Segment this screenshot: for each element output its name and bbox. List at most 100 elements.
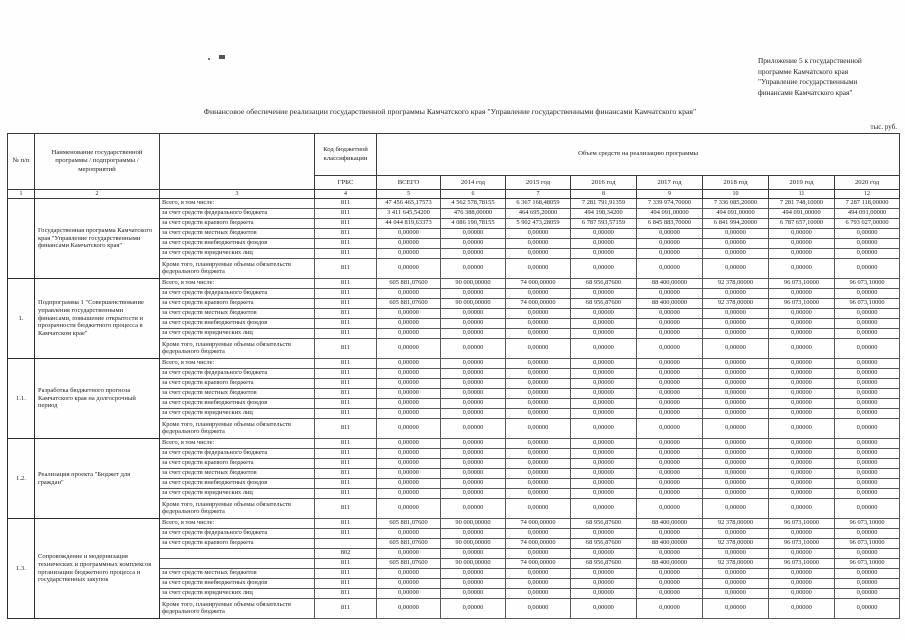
col-header-num: № п/п — [7, 133, 35, 190]
column-number-row: 1 2 3 4 5 6 7 8 9 10 11 12 — [7, 189, 901, 199]
column-number: 7 — [505, 189, 571, 199]
value-cell: 0,00000 — [570, 238, 637, 249]
block-number: 1.1. — [7, 358, 35, 439]
row-label: за счет средств местных бюджетов — [159, 228, 315, 239]
value-cell: 0,00000 — [570, 258, 637, 279]
value-cell: 0,00000 — [833, 398, 901, 409]
table-row: Кроме того, планируемые объемы обязатель… — [8, 598, 901, 619]
grbs-code: 811 — [314, 518, 377, 529]
column-number: 12 — [833, 189, 901, 199]
value-cell: 0,00000 — [505, 548, 571, 559]
value-cell: 0,00000 — [702, 308, 769, 319]
value-cell: 0,00000 — [702, 388, 769, 399]
value-cell: 0,00000 — [768, 408, 835, 419]
value-cell: 0,00000 — [505, 388, 571, 399]
value-cell: 0,00000 — [702, 418, 769, 439]
value-cell: 0,00000 — [505, 488, 571, 499]
value-cell: 0,00000 — [636, 368, 703, 379]
value-cell: 0,00000 — [833, 338, 901, 359]
value-cell: 0,00000 — [702, 328, 769, 339]
value-cell: 0,00000 — [702, 368, 769, 379]
row-label: Всего, в том числе: — [159, 518, 315, 529]
value-cell: 96 073,10000 — [768, 278, 835, 289]
row-label: за счет средств внебюджетных фондов — [159, 238, 315, 249]
value-cell: 0,00000 — [376, 328, 441, 339]
value-cell: 88 400,00000 — [636, 518, 703, 529]
column-number: 9 — [636, 189, 703, 199]
value-cell: 0,00000 — [636, 448, 703, 459]
value-cell: 6 787 657,10000 — [768, 218, 835, 229]
value-cell: 0,00000 — [440, 398, 506, 409]
value-cell: 0,00000 — [768, 578, 835, 589]
value-cell: 0,00000 — [505, 248, 571, 259]
value-cell: 0,00000 — [768, 488, 835, 499]
value-cell: 0,00000 — [376, 578, 441, 589]
row-label: за счет средств федерального бюджета — [159, 288, 315, 299]
col-header-2018: 2018 год — [702, 175, 769, 190]
value-cell: 6 793 027,00000 — [833, 218, 901, 229]
value-cell: 44 044 819,63373 — [376, 218, 441, 229]
table-row: за счет средств юридических лиц 811 0,0000… — [8, 408, 901, 419]
value-cell: 0,00000 — [440, 488, 506, 499]
grbs-code: 811 — [314, 278, 377, 289]
col-header-total: ВСЕГО — [376, 175, 441, 190]
grbs-code: 811 — [314, 598, 377, 619]
value-cell: 0,00000 — [570, 458, 637, 469]
value-cell: 0,00000 — [833, 458, 901, 469]
value-cell: 0,00000 — [702, 468, 769, 479]
col-header-name: Наименование государственной программы /… — [34, 133, 160, 190]
row-label: Кроме того, планируемые объемы обязатель… — [159, 418, 315, 439]
value-cell: 74 000,00000 — [505, 558, 571, 569]
value-cell: 0,00000 — [505, 368, 571, 379]
value-cell: 0,00000 — [833, 248, 901, 259]
value-cell: 0,00000 — [702, 248, 769, 259]
value-cell: 0,00000 — [505, 288, 571, 299]
value-cell: 0,00000 — [833, 238, 901, 249]
value-cell: 6 845 883,70000 — [636, 218, 703, 229]
value-cell: 7 281 748,10000 — [768, 198, 835, 209]
value-cell: 90 000,00000 — [440, 298, 506, 309]
table-row: за счет средств федерального бюджета 811 0… — [8, 528, 901, 539]
value-cell: 0,00000 — [636, 598, 703, 619]
value-cell: 0,00000 — [636, 568, 703, 579]
value-cell: 0,00000 — [768, 378, 835, 389]
block-name: Государственная программа Камчатского кр… — [34, 198, 160, 279]
value-cell: 605 881,07600 — [376, 298, 441, 309]
units-label: тыс. руб. — [870, 123, 898, 131]
value-cell: 0,00000 — [833, 528, 901, 539]
value-cell: 0,00000 — [376, 448, 441, 459]
row-label: Кроме того, планируемые объемы обязатель… — [159, 338, 315, 359]
value-cell: 0,00000 — [702, 498, 769, 519]
row-label: за счет средств юридических лиц — [159, 248, 315, 259]
value-cell: 0,00000 — [833, 258, 901, 279]
block-name: Разработка бюджетного прогноза Камчатско… — [34, 358, 160, 439]
value-cell: 0,00000 — [833, 328, 901, 339]
value-cell: 0,00000 — [636, 288, 703, 299]
value-cell: 0,00000 — [376, 238, 441, 249]
scan-artifact — [208, 58, 210, 60]
value-cell: 92 378,00000 — [702, 538, 769, 549]
value-cell: 0,00000 — [768, 228, 835, 239]
value-cell: 0,00000 — [376, 588, 441, 599]
value-cell: 0,00000 — [702, 488, 769, 499]
grbs-code: 811 — [314, 588, 377, 599]
value-cell: 0,00000 — [376, 258, 441, 279]
table-row: 802 0,00000 0,00000 0,00000 0,00000 0,00000 0,… — [8, 548, 901, 559]
value-cell: 0,00000 — [702, 408, 769, 419]
table-row: за счет средств краевого бюджета 811 0,000… — [8, 458, 901, 469]
value-cell: 90 000,00000 — [440, 518, 506, 529]
value-cell: 0,00000 — [376, 488, 441, 499]
value-cell: 0,00000 — [440, 478, 506, 489]
value-cell: 0,00000 — [376, 308, 441, 319]
value-cell: 0,00000 — [570, 248, 637, 259]
block-number: 1. — [7, 278, 35, 359]
value-cell: 0,00000 — [570, 388, 637, 399]
value-cell: 0,00000 — [376, 288, 441, 299]
value-cell: 0,00000 — [636, 378, 703, 389]
value-cell: 0,00000 — [636, 338, 703, 359]
value-cell: 0,00000 — [505, 418, 571, 439]
value-cell: 494 091,00000 — [768, 208, 835, 219]
row-label: за счет средств федерального бюджета — [159, 448, 315, 459]
table-body: Государственная программа Камчатского кр… — [7, 198, 901, 619]
value-cell: 74 000,00000 — [505, 538, 571, 549]
